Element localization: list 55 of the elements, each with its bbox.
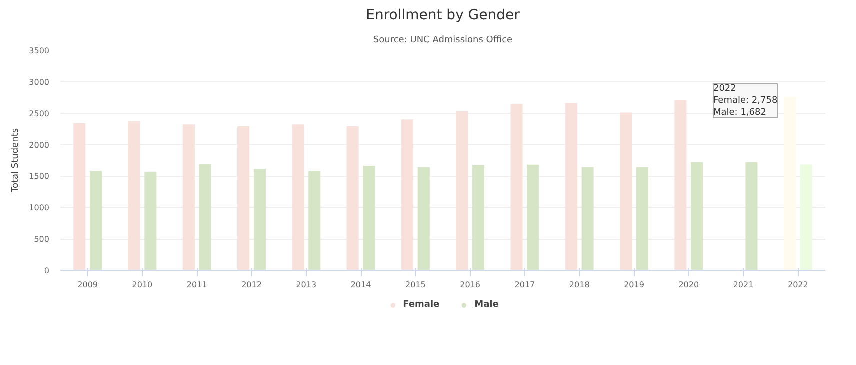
y-tick-label: 2500 [29,109,50,118]
bar [144,172,157,270]
bar [199,164,212,270]
y-tick-label: 1000 [29,204,50,213]
bar [456,111,468,270]
bar [401,120,414,270]
x-tick-label: 2020 [678,280,700,290]
bar [254,169,266,270]
bar [510,104,523,270]
bar [784,97,796,270]
y-axis-title: Total Students [11,128,22,194]
bar [90,171,102,270]
x-tick-label: 2016 [460,280,480,290]
y-tick-label: 0 [44,266,50,276]
bar [363,166,376,270]
y-tick-label: 500 [34,235,50,244]
bar [582,167,594,270]
x-tick-label: 2018 [569,280,590,290]
x-tick-label: 2014 [350,280,372,290]
legend-label: Female [403,300,440,310]
bar [128,122,140,270]
x-tick-label: 2022 [788,280,808,290]
y-tick-label: 3500 [29,46,50,56]
bar [74,123,86,270]
x-tick-label: 2011 [186,280,208,290]
y-tick-label: 1500 [29,172,50,182]
x-tick-label: 2009 [78,280,98,290]
bar [746,162,758,270]
bar [620,112,632,270]
bar [565,103,578,270]
bar [636,167,648,270]
bar [527,164,540,270]
y-tick-label: 3000 [29,78,50,87]
bar [418,167,430,270]
annotation: 2022 Female: 2,758 Male: 1,682 [713,84,778,118]
x-tick-label: 2015 [406,280,426,290]
x-tick-label: 2010 [132,280,153,290]
chart-title: Enrollment by Gender [366,8,520,24]
y-tick-label: 2000 [29,140,50,150]
bar [800,164,812,270]
x-tick-label: 2021 [733,280,754,290]
x-tick-label: 2019 [624,280,644,290]
bar [346,126,359,270]
x-tick-label: 2013 [296,280,317,290]
x-tick-label: 2012 [242,280,262,290]
bar [182,124,195,270]
bar [308,171,321,270]
bar [674,100,687,270]
x-tick-label: 2017 [514,280,536,290]
legend-label: Male [474,300,499,310]
bar [472,166,485,270]
bar [238,126,250,270]
bar [691,162,704,270]
chart-subtitle: Source: UNC Admissions Office [373,36,514,46]
bar [292,124,304,270]
